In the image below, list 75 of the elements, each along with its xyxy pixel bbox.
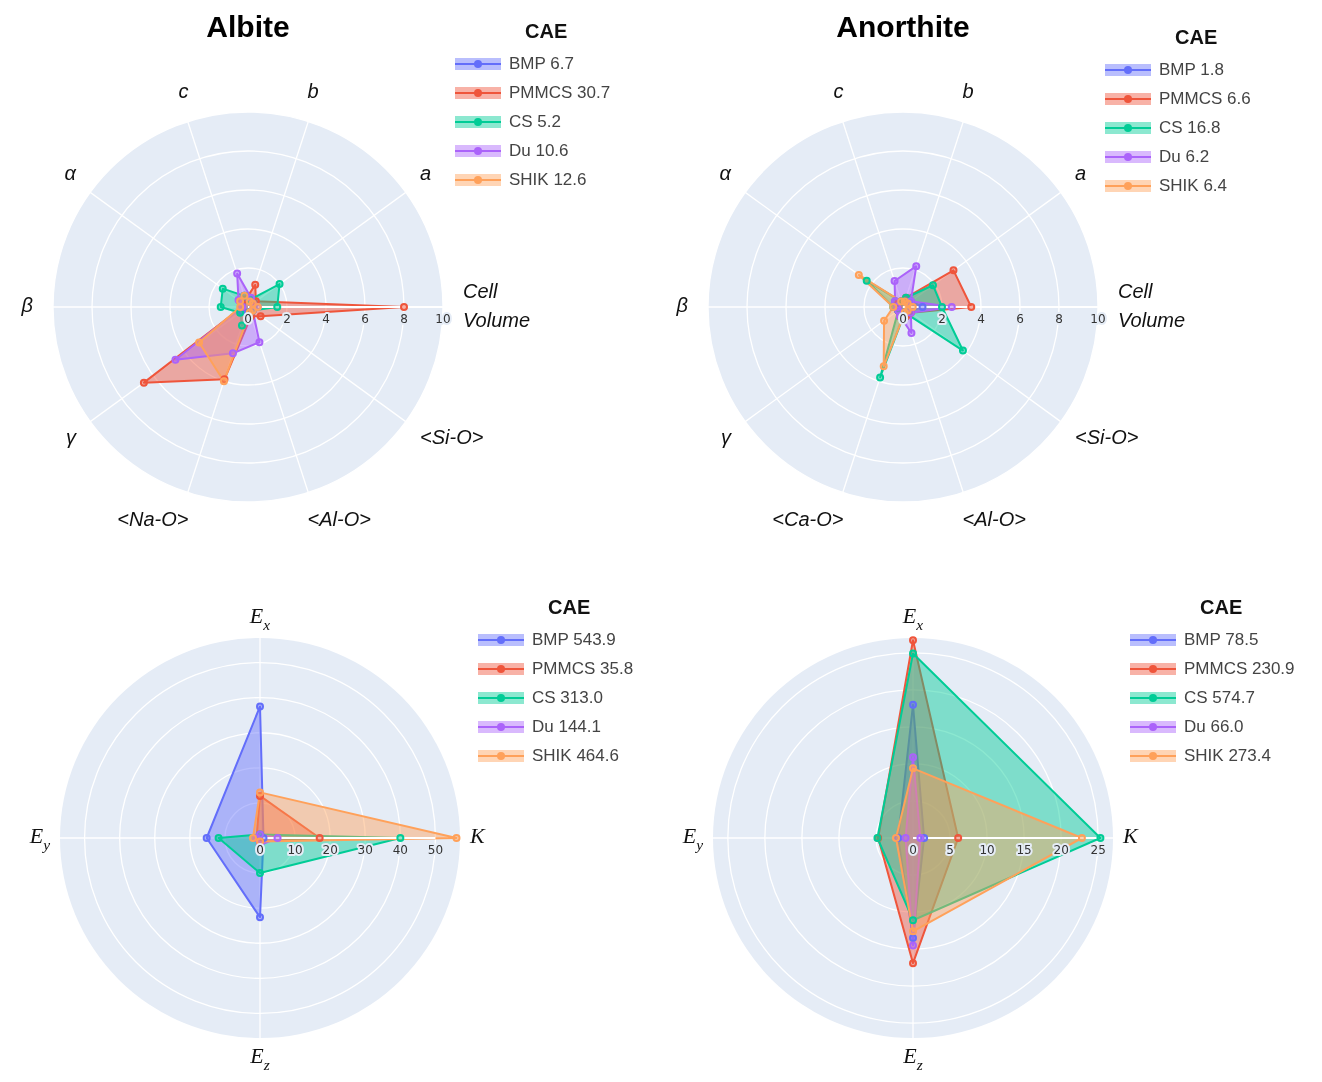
- y-tick-label: 8: [400, 312, 408, 326]
- y-tick-label: 40: [392, 843, 408, 857]
- spoke-label: c: [178, 80, 189, 103]
- spoke-label: E$_{y}$: [681, 823, 704, 854]
- legend-label: CS 574.7: [1184, 687, 1255, 708]
- spoke-label: E$_{y}$: [28, 823, 51, 854]
- spoke-label: K: [469, 823, 486, 849]
- legend-label: BMP 1.8: [1159, 59, 1224, 80]
- spoke-label: E$_{x}$: [901, 603, 924, 634]
- legend-title: CAE: [525, 20, 569, 43]
- legend-title: CAE: [1175, 26, 1219, 49]
- y-tick-label: 20: [322, 843, 338, 857]
- spoke-label: Cell Volume: [1118, 280, 1186, 332]
- spoke-label: α: [64, 162, 77, 185]
- legend-label: SHIK 12.6: [509, 169, 587, 190]
- legend-label: Du 144.1: [532, 716, 601, 737]
- legend-label: Du 6.2: [1159, 146, 1210, 167]
- spoke-label: b: [962, 80, 974, 103]
- legend-label: PMMCS 230.9: [1184, 658, 1295, 679]
- y-tick-label: 25: [1090, 843, 1106, 857]
- y-tick-label: 0: [244, 312, 252, 326]
- y-tick-label: 2: [283, 312, 291, 326]
- legend-title: CAE: [548, 596, 592, 619]
- spoke-label: c: [833, 80, 844, 103]
- spoke-label: <Al-O>: [307, 508, 371, 531]
- y-tick-label: 10: [1090, 312, 1106, 326]
- y-tick-label: 4: [977, 312, 985, 326]
- spoke-label: <Si-O>: [1075, 426, 1139, 449]
- legend-label: Du 10.6: [509, 140, 569, 161]
- chart-title: Anorthite: [835, 10, 971, 44]
- spoke-label: <Si-O>: [420, 426, 484, 449]
- y-tick-label: 50: [427, 843, 444, 857]
- legend-label: Du 66.0: [1184, 716, 1244, 737]
- y-tick-label: 5: [946, 843, 954, 857]
- spoke-label: β: [20, 294, 33, 317]
- y-tick-label: 0: [909, 843, 917, 857]
- legend-label: SHIK 464.6: [532, 745, 619, 766]
- legend-label: SHIK 6.4: [1159, 175, 1228, 196]
- y-tick-label: 4: [322, 312, 330, 326]
- legend-label: PMMCS 30.7: [509, 82, 611, 103]
- legend-label: CS 5.2: [509, 111, 561, 132]
- spoke-label: <Ca-O>: [772, 508, 844, 531]
- legend-label: PMMCS 6.6: [1159, 88, 1251, 109]
- legend-label: BMP 543.9: [532, 629, 616, 650]
- spoke-label: a: [1075, 162, 1087, 185]
- spoke-label: <Al-O>: [962, 508, 1026, 531]
- legend-label: BMP 6.7: [509, 53, 574, 74]
- spoke-label: K: [1122, 823, 1139, 849]
- spoke-label: E$_{x}$: [248, 603, 271, 634]
- y-tick-label: 8: [1055, 312, 1063, 326]
- spoke-label: Cell Volume: [463, 280, 531, 332]
- legend-label: SHIK 273.4: [1184, 745, 1271, 766]
- spoke-label: α: [719, 162, 732, 185]
- spoke-label: γ: [720, 426, 732, 449]
- y-tick-label: 10: [287, 843, 303, 857]
- legend-label: CS 313.0: [532, 687, 603, 708]
- legend-label: BMP 78.5: [1184, 629, 1259, 650]
- y-tick-label: 2: [938, 312, 946, 326]
- spoke-label: E$_{z}$: [902, 1043, 923, 1074]
- y-tick-label: 6: [361, 312, 369, 326]
- legend-label: CS 16.8: [1159, 117, 1221, 138]
- y-tick-label: 10: [435, 312, 451, 326]
- spoke-label: a: [420, 162, 432, 185]
- y-tick-label: 10: [979, 843, 995, 857]
- y-tick-label: 6: [1016, 312, 1024, 326]
- legend-title: CAE: [1200, 596, 1244, 619]
- spoke-label: E$_{z}$: [249, 1043, 270, 1074]
- spoke-label: <Na-O>: [117, 508, 189, 531]
- legend-label: PMMCS 35.8: [532, 658, 634, 679]
- chart-title: Albite: [205, 10, 291, 44]
- spoke-label: β: [675, 294, 688, 317]
- spoke-label: γ: [65, 426, 77, 449]
- y-tick-label: 15: [1016, 843, 1032, 857]
- y-tick-label: 20: [1053, 843, 1069, 857]
- spoke-label: b: [307, 80, 319, 103]
